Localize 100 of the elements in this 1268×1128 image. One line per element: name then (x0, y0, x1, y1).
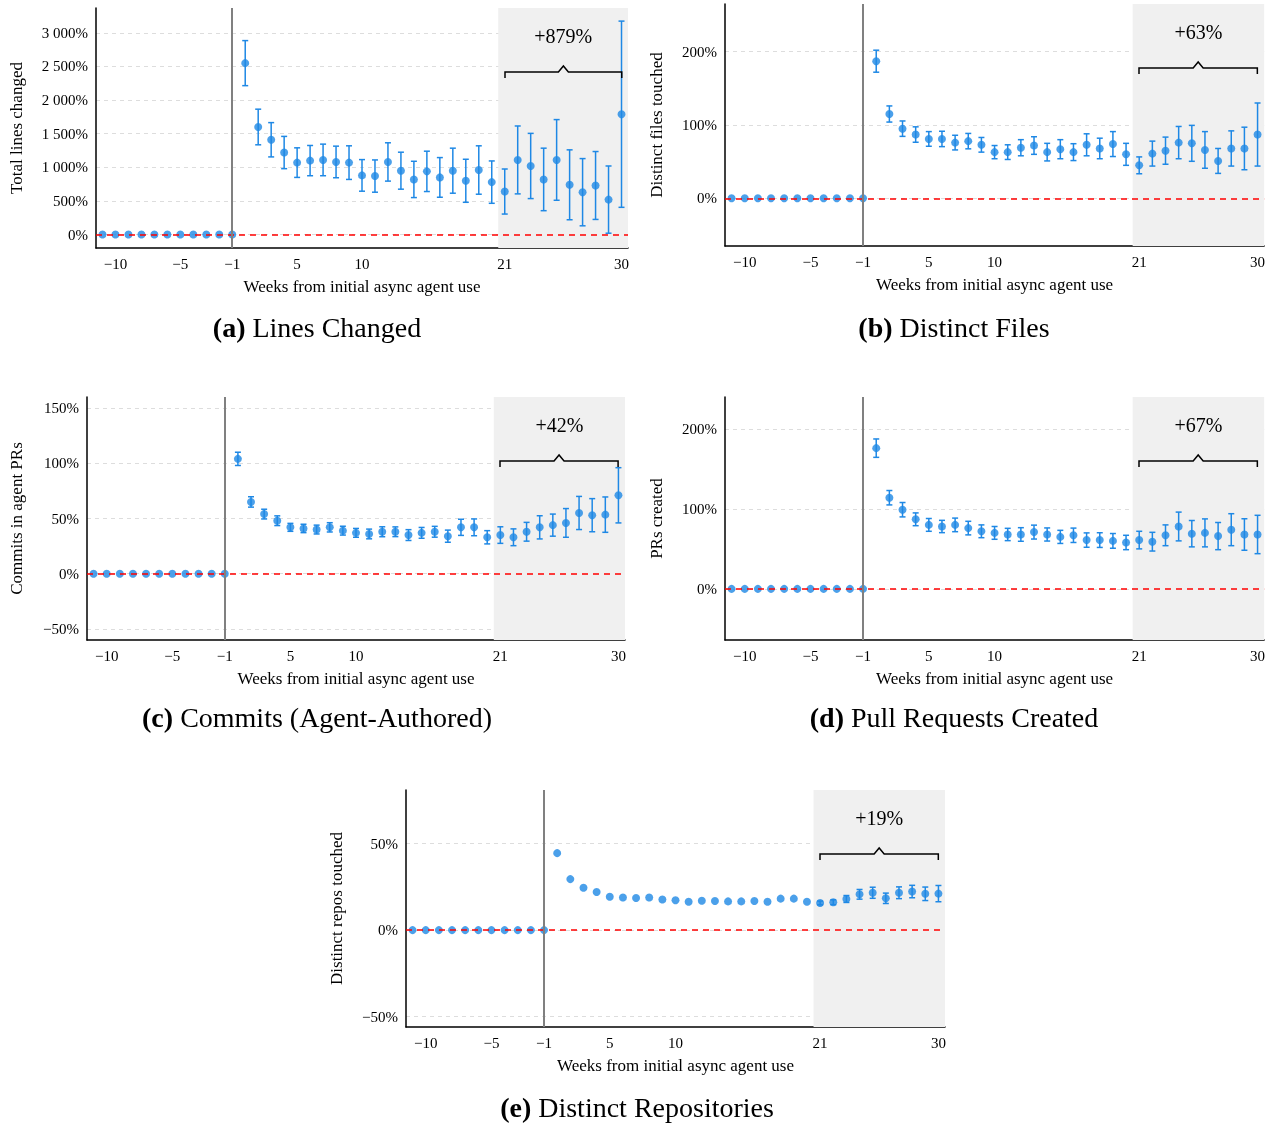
point (422, 167, 431, 176)
point (964, 524, 973, 533)
point (254, 122, 263, 131)
point (1016, 530, 1025, 539)
point (911, 130, 920, 139)
point (697, 896, 706, 905)
x-tick-label: −5 (164, 647, 181, 664)
point (565, 180, 574, 189)
point (1122, 150, 1131, 159)
point (937, 522, 946, 531)
y-tick-label: 1 500% (41, 125, 88, 142)
point (522, 527, 531, 536)
y-tick-label: 100% (682, 500, 717, 517)
text: (b) Distinct Files (858, 311, 1050, 343)
point (737, 897, 746, 906)
point (591, 181, 600, 190)
point (898, 124, 907, 133)
x-tick-label: 10 (987, 647, 1003, 664)
text: (a) Lines Changed (212, 311, 422, 343)
point (561, 518, 570, 527)
point (592, 888, 601, 897)
point (618, 893, 627, 902)
x-tick-label: −1 (855, 253, 872, 270)
x-tick-label: 5 (286, 647, 295, 664)
x-axis-title: Weeks from initial async agent use (556, 1056, 795, 1075)
y-tick-label: −50% (43, 620, 79, 637)
point (241, 59, 250, 68)
point (763, 897, 772, 906)
point (1095, 536, 1104, 545)
x-tick-label: −10 (413, 1034, 438, 1051)
point (548, 521, 557, 530)
point (776, 894, 785, 903)
point (802, 897, 811, 906)
x-tick-label: −5 (172, 255, 189, 272)
x-tick-label: −1 (536, 1034, 553, 1051)
y-tick-label: 100% (44, 455, 79, 472)
point (500, 187, 509, 196)
annotation: +63% (1174, 21, 1223, 43)
text: (c) Commits (Agent-Authored) (142, 701, 492, 733)
point (483, 533, 492, 542)
x-tick-label: 30 (610, 647, 626, 664)
point (588, 511, 597, 520)
x-tick-label: 10 (354, 255, 370, 272)
point (1030, 528, 1039, 537)
point (552, 155, 561, 164)
point (435, 173, 444, 182)
y-tick-label: 0% (68, 226, 88, 243)
point (964, 137, 973, 146)
point (885, 110, 894, 118)
point (872, 444, 881, 453)
point (617, 110, 626, 119)
point (1082, 140, 1091, 149)
point (1016, 143, 1025, 152)
point (456, 523, 465, 532)
point (1069, 531, 1078, 540)
y-axis-title: PRs created (647, 477, 666, 559)
point (632, 893, 641, 902)
point (1108, 140, 1117, 149)
x-tick-label: 5 (606, 1034, 614, 1051)
x-tick-label: 21 (1131, 253, 1147, 270)
point (332, 157, 341, 166)
point (990, 148, 999, 157)
point (579, 883, 588, 892)
point (872, 57, 881, 66)
point (789, 894, 798, 903)
point (370, 172, 379, 181)
point (487, 178, 496, 187)
x-tick-label: −1 (216, 647, 233, 664)
point (710, 897, 719, 906)
point (1122, 538, 1131, 547)
point (553, 849, 562, 858)
y-tick-label: 50% (51, 510, 79, 527)
x-axis-title: Weeks from initial async agent use (243, 277, 481, 296)
text: (e) Distinct Repositories (500, 1091, 774, 1123)
y-tick-label: 1 000% (41, 159, 88, 176)
y-axis-title: Commits in agent PRs (7, 442, 26, 595)
point (684, 897, 693, 906)
point (293, 158, 302, 167)
x-tick-label: −5 (802, 253, 819, 270)
y-tick-label: 3 000% (41, 24, 88, 41)
point (937, 134, 946, 143)
y-tick-label: −50% (362, 1008, 398, 1025)
point (267, 135, 276, 144)
point (601, 510, 610, 519)
point (1253, 530, 1262, 539)
point (509, 533, 518, 542)
point (474, 166, 483, 175)
x-tick-label: −1 (855, 647, 872, 664)
point (1200, 145, 1209, 154)
point (539, 175, 548, 184)
point (1161, 146, 1170, 155)
x-tick-label: 30 (1250, 253, 1266, 270)
point (280, 148, 289, 157)
point (1043, 530, 1052, 539)
annotation: +19% (855, 807, 904, 829)
x-tick-label: −10 (732, 647, 757, 664)
x-tick-label: 5 (925, 253, 933, 270)
point (934, 889, 943, 898)
point (924, 520, 933, 529)
point (924, 134, 933, 143)
